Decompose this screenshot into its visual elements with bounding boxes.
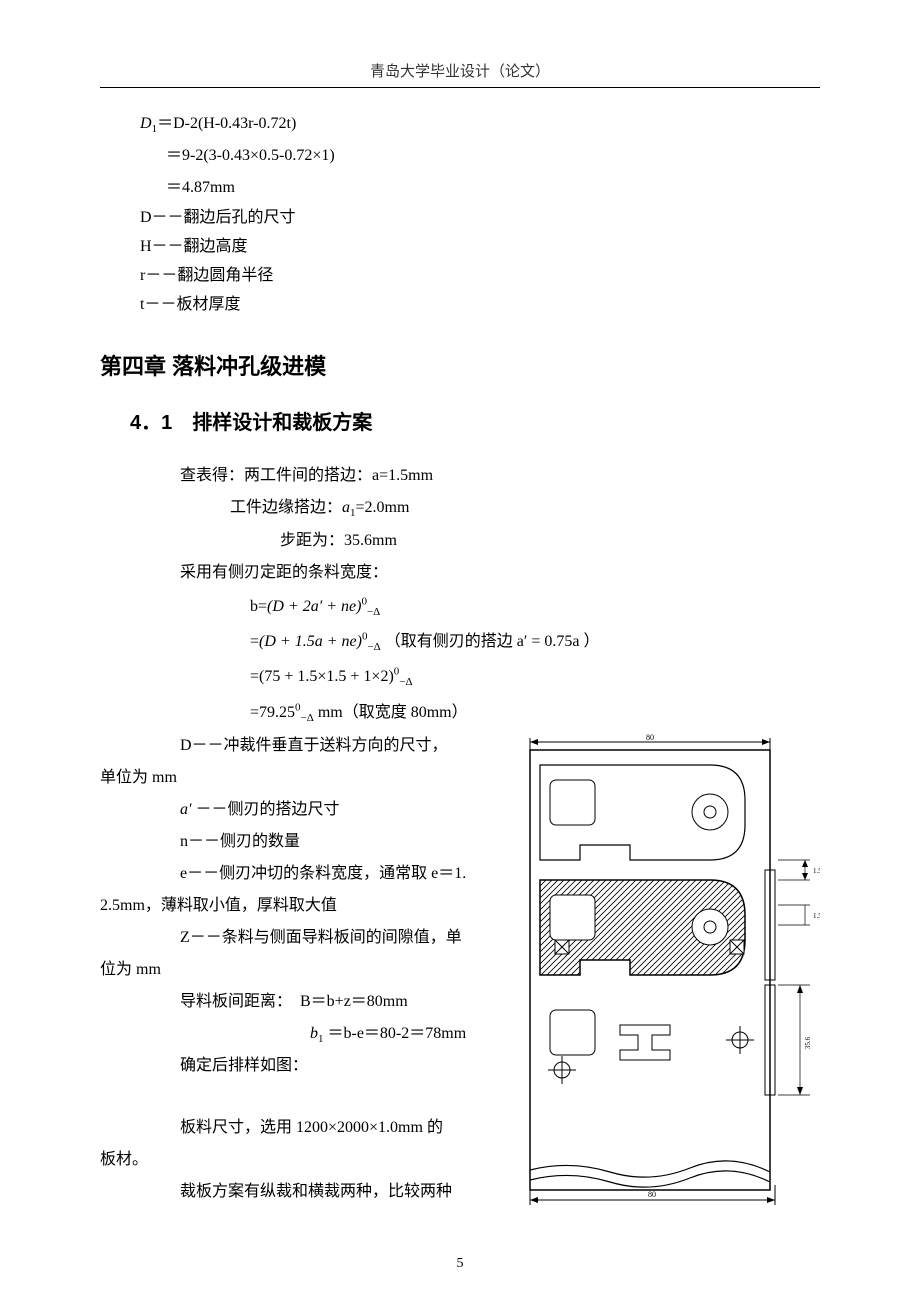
formula-line2: ＝9-2(3-0.43×0.5-0.72×1) [166, 140, 820, 172]
formula-line1: ＝D-2(H-0.43r-0.72t) [157, 115, 296, 132]
formula-line3: ＝4.87mm [166, 172, 820, 204]
def-h: H－－翻边高度 [140, 233, 820, 262]
left-column: D－－冲裁件垂直于送料方向的尺寸， 单位为 mm a′ －－侧刃的搭边尺寸 n－… [100, 730, 500, 1208]
section-title: 4．1 排样设计和裁板方案 [130, 406, 820, 435]
dim-r1: 1.5 [813, 867, 820, 875]
definitions-1: D－－翻边后孔的尺寸 H－－翻边高度 r－－翻边圆角半径 t－－板材厚度 [140, 204, 820, 319]
b4-unit: mm（取宽度 80mm） [314, 704, 468, 721]
lookup-line2: 工件边缘搭边：a1=2.0mm [230, 492, 820, 524]
b2-expr: (D + 1.5a + ne) [259, 633, 362, 650]
calc-b3: =(75 + 1.5×1.5 + 1×2)0−Δ [250, 659, 820, 694]
lookup-l3-val: 35.6mm [344, 532, 397, 549]
chapter-title: 第四章 落料冲孔级进模 [100, 349, 820, 381]
two-column-section: D－－冲裁件垂直于送料方向的尺寸， 单位为 mm a′ －－侧刃的搭边尺寸 n－… [100, 730, 820, 1215]
right-column: 80 [510, 730, 820, 1215]
calc-b4: =79.250−Δ mm（取宽度 80mm） [250, 695, 820, 730]
def2-e-b: 2.5mm，薄料取小值，厚料取大值 [100, 890, 500, 922]
def2-n: n－－侧刃的数量 [180, 826, 500, 858]
var-a1: a [342, 499, 350, 516]
page-number: 5 [457, 1256, 464, 1272]
dim-top: 80 [646, 733, 654, 742]
page-header: 青岛大学毕业设计（论文） [100, 60, 820, 88]
formula-d1: D1＝D-2(H-0.43r-0.72t) ＝9-2(3-0.43×0.5-0.… [140, 108, 820, 204]
lookup-line4: 采用有侧刃定距的条料宽度： [180, 557, 820, 589]
guide-2: b1 ＝b-e＝80-2＝78mm [310, 1018, 500, 1050]
def-d: D－－翻边后孔的尺寸 [140, 204, 820, 233]
lookup-l2-val: =2.0mm [356, 499, 410, 516]
guide-3: 确定后排样如图： [180, 1050, 500, 1082]
b2-note: （取有侧刃的搭边 a′ = 0.75a ） [385, 633, 600, 650]
def2-d-b: 单位为 mm [100, 762, 500, 794]
b1-expr: (D + 2a′ + ne) [267, 598, 361, 615]
b3-expr: (75 + 1.5×1.5 + 1×2) [259, 668, 394, 685]
b4-val: 79.25 [259, 704, 295, 721]
def-r: r－－翻边圆角半径 [140, 262, 820, 291]
calc-b1: b=(D + 2a′ + ne)0−Δ [250, 589, 820, 624]
var-d1: D [140, 115, 152, 132]
dim-r3: 35.6 [804, 1036, 812, 1049]
def2-e-a: e－－侧刃冲切的条料宽度，通常取 e＝1. [180, 858, 500, 890]
guide-1: 导料板间距离： B＝b+z＝80mm [180, 986, 500, 1018]
b-lhs: b= [250, 598, 267, 615]
calc-b2: =(D + 1.5a + ne)0−Δ （取有侧刃的搭边 a′ = 0.75a … [250, 624, 820, 659]
def2-z-a: Z－－条料与侧面导料板间的间隙值，单 [180, 922, 500, 954]
dim-r2: 1.5 [813, 912, 820, 920]
var-b1: b [310, 1025, 318, 1042]
def2-aprime: a′ －－侧刃的搭边尺寸 [180, 794, 500, 826]
layout-diagram: 80 [510, 730, 820, 1210]
lookup-l3-label: 步距为： [280, 532, 344, 549]
sheet-1a: 板料尺寸，选用 1200×2000×1.0mm 的 [180, 1112, 500, 1144]
lookup-line3: 步距为：35.6mm [280, 525, 820, 557]
def2-z-b: 位为 mm [100, 954, 500, 986]
sheet-2: 裁板方案有纵裁和横裁两种，比较两种 [180, 1176, 500, 1208]
lookup-l2-label: 工件边缘搭边： [230, 499, 342, 516]
def-t: t－－板材厚度 [140, 291, 820, 320]
var-aprime: a′ [180, 801, 192, 818]
sheet-1b: 板材。 [100, 1144, 500, 1176]
lookup-line1: 查表得：两工件间的搭边：a=1.5mm [180, 460, 820, 492]
dim-bottom: 80 [648, 1190, 656, 1199]
def2-d-a: D－－冲裁件垂直于送料方向的尺寸， [180, 730, 500, 762]
